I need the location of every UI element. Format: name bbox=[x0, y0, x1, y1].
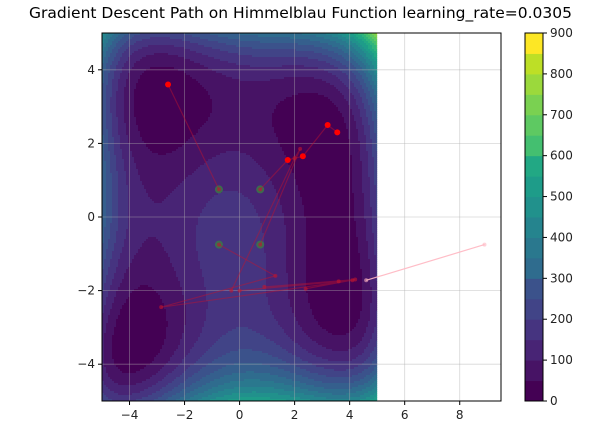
svg-text:0: 0 bbox=[236, 408, 244, 422]
svg-text:700: 700 bbox=[550, 108, 573, 122]
svg-text:4: 4 bbox=[87, 63, 95, 77]
svg-text:−4: −4 bbox=[121, 408, 139, 422]
svg-text:600: 600 bbox=[550, 149, 573, 163]
svg-text:300: 300 bbox=[550, 271, 573, 285]
svg-text:6: 6 bbox=[401, 408, 409, 422]
svg-text:−4: −4 bbox=[77, 357, 95, 371]
svg-text:0: 0 bbox=[550, 394, 558, 408]
svg-text:8: 8 bbox=[456, 408, 464, 422]
gradient-descent-paths bbox=[159, 81, 487, 310]
svg-text:−2: −2 bbox=[77, 284, 95, 298]
svg-text:−2: −2 bbox=[176, 408, 194, 422]
svg-text:900: 900 bbox=[550, 26, 573, 40]
svg-text:500: 500 bbox=[550, 190, 573, 204]
contour-fill bbox=[102, 33, 378, 401]
colorbar: 0 100 200 300 400 500 600 700 800 900 bbox=[524, 26, 573, 408]
svg-text:0: 0 bbox=[87, 210, 95, 224]
svg-text:2: 2 bbox=[87, 136, 95, 150]
svg-text:800: 800 bbox=[550, 67, 573, 81]
chart-title: Gradient Descent Path on Himmelblau Func… bbox=[29, 4, 572, 22]
svg-text:4: 4 bbox=[346, 408, 354, 422]
svg-text:2: 2 bbox=[291, 408, 299, 422]
svg-text:200: 200 bbox=[550, 312, 573, 326]
svg-text:100: 100 bbox=[550, 353, 573, 367]
svg-text:400: 400 bbox=[550, 230, 573, 244]
x-axis-ticks: −4 −2 0 2 4 6 8 bbox=[121, 401, 464, 422]
y-axis-ticks: −4 −2 0 2 4 bbox=[77, 63, 102, 371]
grid-lines bbox=[102, 33, 501, 401]
